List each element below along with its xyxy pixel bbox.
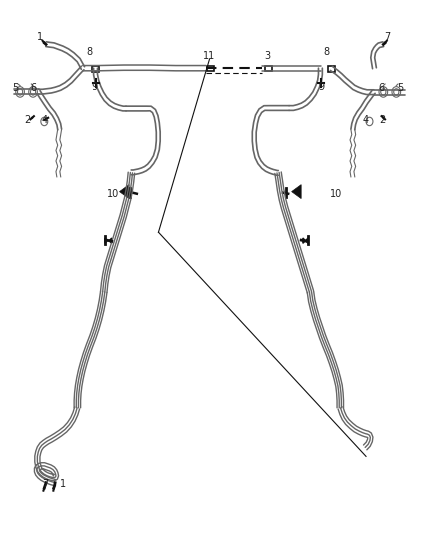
Text: 2: 2: [25, 115, 31, 125]
Text: 5: 5: [398, 83, 404, 93]
Text: 8: 8: [323, 47, 329, 58]
Polygon shape: [120, 184, 129, 199]
Text: 9: 9: [92, 82, 98, 92]
Text: 6: 6: [378, 83, 385, 93]
Text: 4: 4: [362, 115, 368, 125]
Text: 8: 8: [86, 47, 92, 58]
Text: 10: 10: [107, 189, 119, 199]
FancyBboxPatch shape: [265, 66, 272, 71]
Polygon shape: [303, 238, 305, 243]
FancyBboxPatch shape: [207, 66, 214, 71]
Polygon shape: [305, 238, 308, 243]
Text: 9: 9: [319, 82, 325, 92]
Text: 1: 1: [36, 32, 42, 42]
Text: 5: 5: [13, 83, 19, 93]
Polygon shape: [109, 238, 112, 243]
Polygon shape: [292, 184, 301, 199]
Text: 4: 4: [42, 115, 48, 125]
Text: 10: 10: [330, 189, 342, 199]
Text: 11: 11: [203, 51, 215, 61]
Text: 2: 2: [379, 115, 385, 125]
Text: 3: 3: [265, 51, 271, 61]
Text: 7: 7: [385, 32, 391, 42]
Text: 6: 6: [31, 83, 37, 93]
Text: 7: 7: [42, 479, 48, 489]
Polygon shape: [105, 238, 107, 243]
FancyBboxPatch shape: [328, 66, 335, 72]
FancyBboxPatch shape: [92, 66, 99, 72]
Text: 1: 1: [60, 479, 67, 489]
